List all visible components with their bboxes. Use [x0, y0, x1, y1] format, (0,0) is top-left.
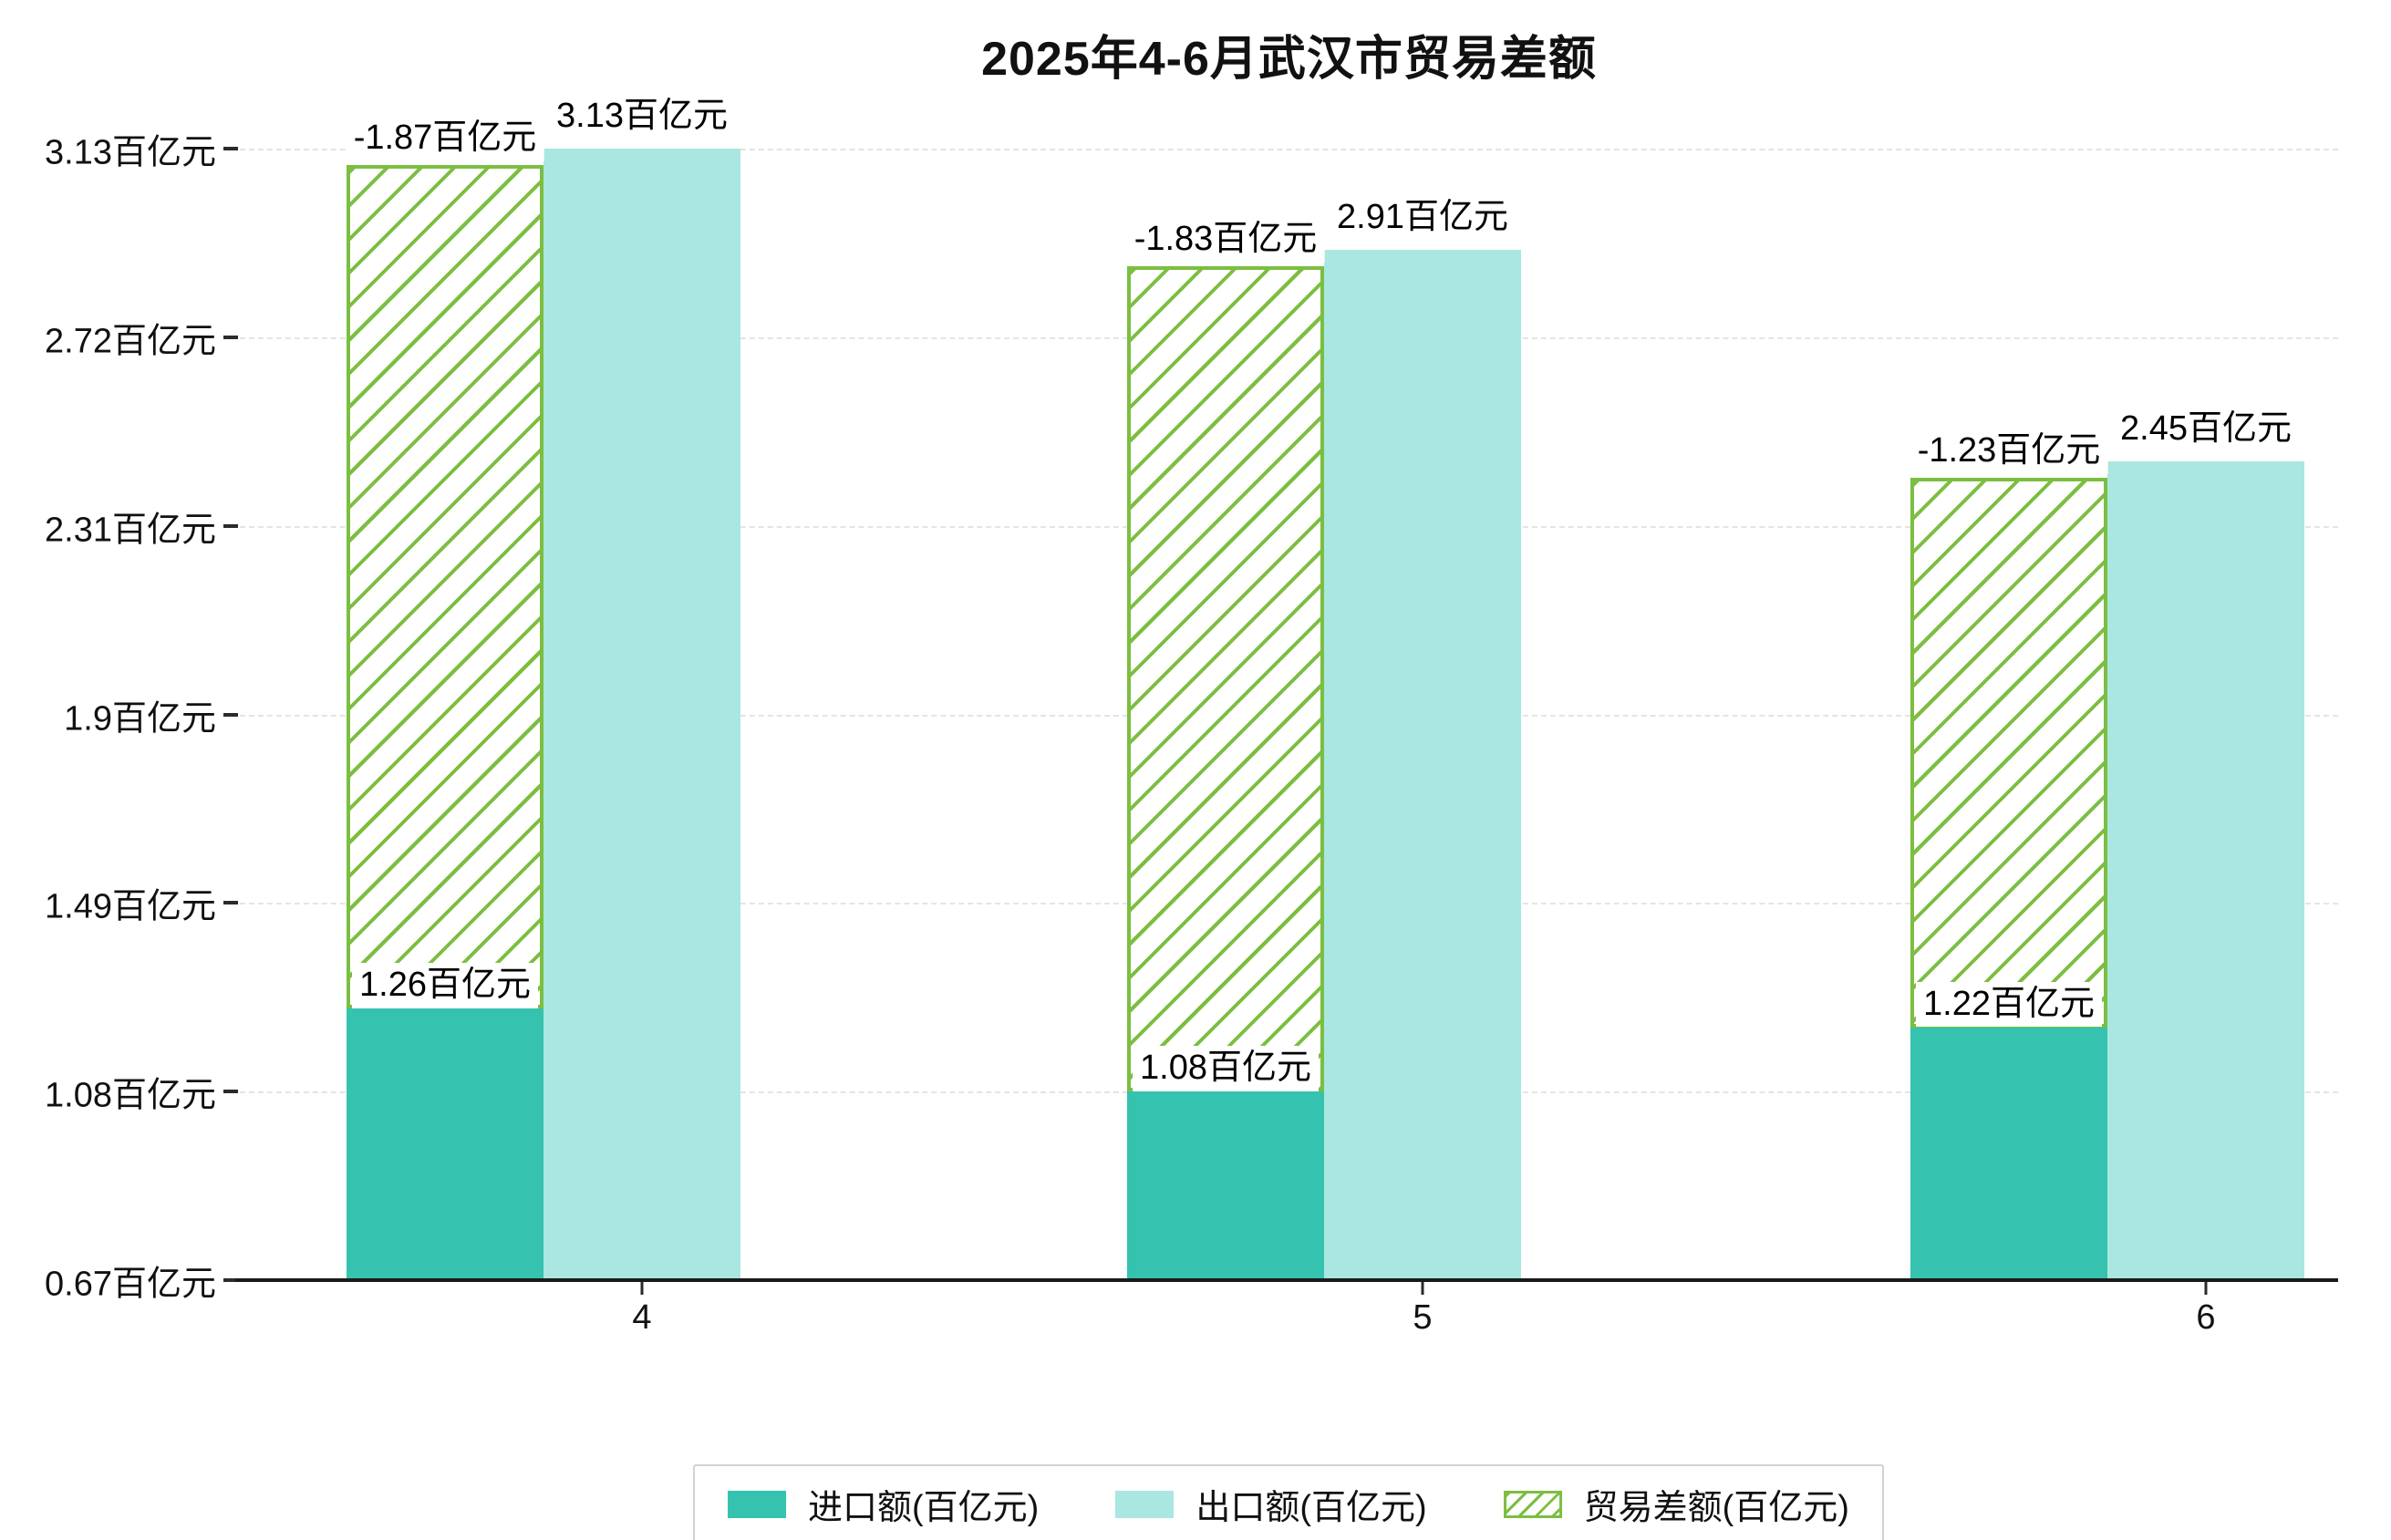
legend-item-export: 出口额(百亿元)	[1115, 1479, 1427, 1529]
import-bar	[1127, 1091, 1324, 1280]
export-data-label: 2.91百亿元	[1330, 194, 1516, 241]
legend-item-import: 进口额(百亿元)	[728, 1479, 1039, 1529]
export-data-label: 3.13百亿元	[549, 94, 735, 140]
import-swatch	[728, 1490, 787, 1518]
y-tick-label: 3.13百亿元	[45, 133, 216, 172]
import-bar	[347, 1008, 543, 1280]
balance-data-label: -1.23百亿元	[1910, 429, 2108, 474]
legend: 进口额(百亿元) 出口额(百亿元) 贸易差额(百亿元)	[693, 1464, 1884, 1540]
balance-hatch-swatch	[1503, 1490, 1562, 1518]
trade-balance-bar	[1127, 265, 1324, 1092]
trade-balance-bar	[347, 165, 543, 1009]
export-swatch	[1115, 1490, 1175, 1518]
export-bar	[1324, 249, 1521, 1280]
x-axis-line	[235, 1278, 2338, 1282]
legend-label-export: 出口额(百亿元)	[1196, 1489, 1427, 1527]
legend-label-import: 进口额(百亿元)	[808, 1489, 1040, 1527]
y-tick-label: 1.9百亿元	[64, 699, 216, 738]
y-tick-label: 0.67百亿元	[45, 1265, 216, 1304]
legend-label-balance: 贸易差额(百亿元)	[1583, 1489, 1849, 1527]
x-tick-label: 6	[2196, 1298, 2216, 1337]
y-tick-mark	[223, 523, 238, 528]
balance-data-label: -1.83百亿元	[1126, 216, 1325, 263]
trade-balance-bar	[1910, 478, 2107, 1028]
import-bar	[1910, 1027, 2107, 1280]
balance-data-label: -1.87百亿元	[346, 116, 544, 161]
x-tick-label: 5	[1413, 1298, 1433, 1337]
import-data-label: 1.08百亿元	[1133, 1046, 1319, 1091]
legend-item-balance: 贸易差额(百亿元)	[1503, 1479, 1849, 1529]
x-tick-mark	[640, 1282, 644, 1295]
export-data-label: 2.45百亿元	[2113, 407, 2299, 452]
x-tick-mark	[2204, 1282, 2208, 1295]
gridline	[240, 149, 2338, 150]
y-tick-mark	[223, 147, 238, 150]
y-tick-mark	[223, 1278, 238, 1282]
x-tick-label: 4	[632, 1298, 652, 1337]
x-tick-mark	[1421, 1282, 1424, 1295]
y-tick-label: 2.72百亿元	[45, 322, 216, 361]
import-data-label: 1.26百亿元	[352, 963, 538, 1008]
y-tick-mark	[223, 1090, 238, 1094]
export-bar	[2107, 461, 2304, 1280]
y-tick-label: 1.49百亿元	[45, 887, 216, 926]
y-tick-label: 1.08百亿元	[45, 1076, 216, 1115]
y-tick-label: 2.31百亿元	[45, 511, 216, 550]
y-tick-mark	[223, 901, 238, 905]
y-tick-mark	[223, 712, 238, 717]
import-data-label: 1.22百亿元	[1916, 981, 2102, 1028]
y-tick-mark	[223, 335, 238, 339]
chart-title: 2025年4-6月武汉市贸易差额	[981, 33, 1597, 86]
export-bar	[543, 149, 740, 1280]
